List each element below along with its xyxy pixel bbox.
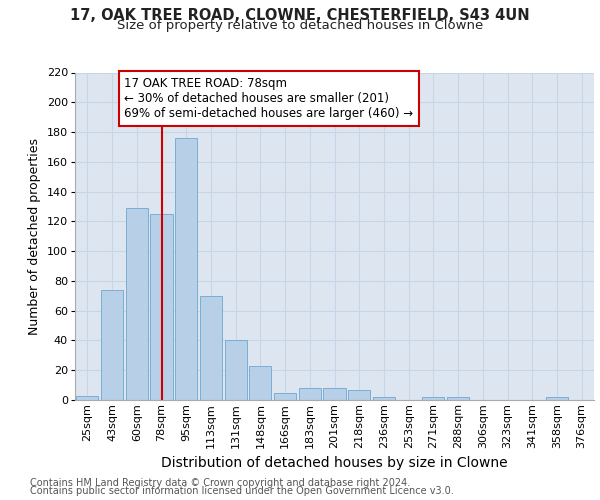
Bar xyxy=(224,340,247,400)
Y-axis label: Number of detached properties: Number of detached properties xyxy=(28,138,41,335)
Bar xyxy=(101,290,123,400)
Bar xyxy=(373,397,395,400)
Bar xyxy=(323,388,346,400)
Bar xyxy=(546,397,568,400)
Text: Size of property relative to detached houses in Clowne: Size of property relative to detached ho… xyxy=(117,19,483,32)
Text: Contains HM Land Registry data © Crown copyright and database right 2024.: Contains HM Land Registry data © Crown c… xyxy=(30,478,410,488)
Text: Contains public sector information licensed under the Open Government Licence v3: Contains public sector information licen… xyxy=(30,486,454,496)
Text: 17, OAK TREE ROAD, CLOWNE, CHESTERFIELD, S43 4UN: 17, OAK TREE ROAD, CLOWNE, CHESTERFIELD,… xyxy=(70,8,530,22)
Bar xyxy=(348,390,370,400)
Bar xyxy=(76,396,98,400)
Bar xyxy=(299,388,321,400)
Bar xyxy=(249,366,271,400)
Bar xyxy=(422,397,445,400)
Bar xyxy=(151,214,173,400)
X-axis label: Distribution of detached houses by size in Clowne: Distribution of detached houses by size … xyxy=(161,456,508,470)
Bar xyxy=(175,138,197,400)
Bar xyxy=(125,208,148,400)
Bar xyxy=(274,392,296,400)
Bar xyxy=(447,397,469,400)
Text: 17 OAK TREE ROAD: 78sqm
← 30% of detached houses are smaller (201)
69% of semi-d: 17 OAK TREE ROAD: 78sqm ← 30% of detache… xyxy=(124,77,413,120)
Bar xyxy=(200,296,222,400)
